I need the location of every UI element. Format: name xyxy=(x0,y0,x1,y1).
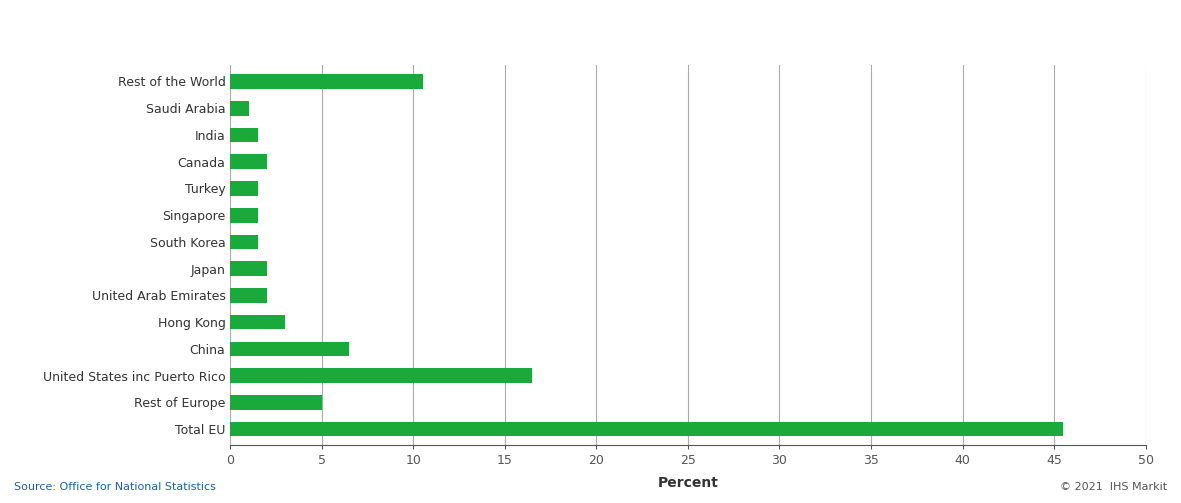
Bar xyxy=(230,234,257,249)
Bar xyxy=(230,101,248,116)
Bar xyxy=(230,288,267,303)
Text: © 2021  IHS Markit: © 2021 IHS Markit xyxy=(1059,482,1167,492)
Bar xyxy=(230,181,257,196)
Bar xyxy=(230,422,1063,437)
Bar xyxy=(230,154,267,169)
Bar xyxy=(230,208,257,222)
X-axis label: Percent: Percent xyxy=(658,475,718,489)
Bar xyxy=(230,342,350,356)
Bar xyxy=(230,368,533,383)
Bar xyxy=(230,395,321,410)
Bar xyxy=(230,128,257,142)
Text: Source: Office for National Statistics: Source: Office for National Statistics xyxy=(14,482,216,492)
Bar xyxy=(230,315,286,329)
Bar xyxy=(230,74,423,89)
Bar xyxy=(230,261,267,276)
Text: UK export of goods by destination, 2019 share, current prices: UK export of goods by destination, 2019 … xyxy=(14,23,546,38)
